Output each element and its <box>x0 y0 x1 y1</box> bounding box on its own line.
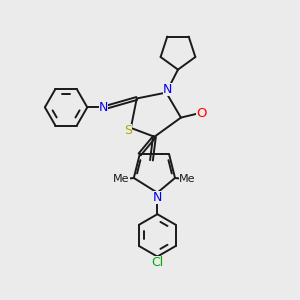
Text: Cl: Cl <box>151 256 164 269</box>
Text: O: O <box>196 107 207 120</box>
Text: Me: Me <box>179 174 196 184</box>
Text: N: N <box>163 82 172 95</box>
Text: S: S <box>124 124 132 137</box>
Text: N: N <box>153 191 162 205</box>
Text: N: N <box>99 101 108 114</box>
Text: Me: Me <box>113 174 130 184</box>
